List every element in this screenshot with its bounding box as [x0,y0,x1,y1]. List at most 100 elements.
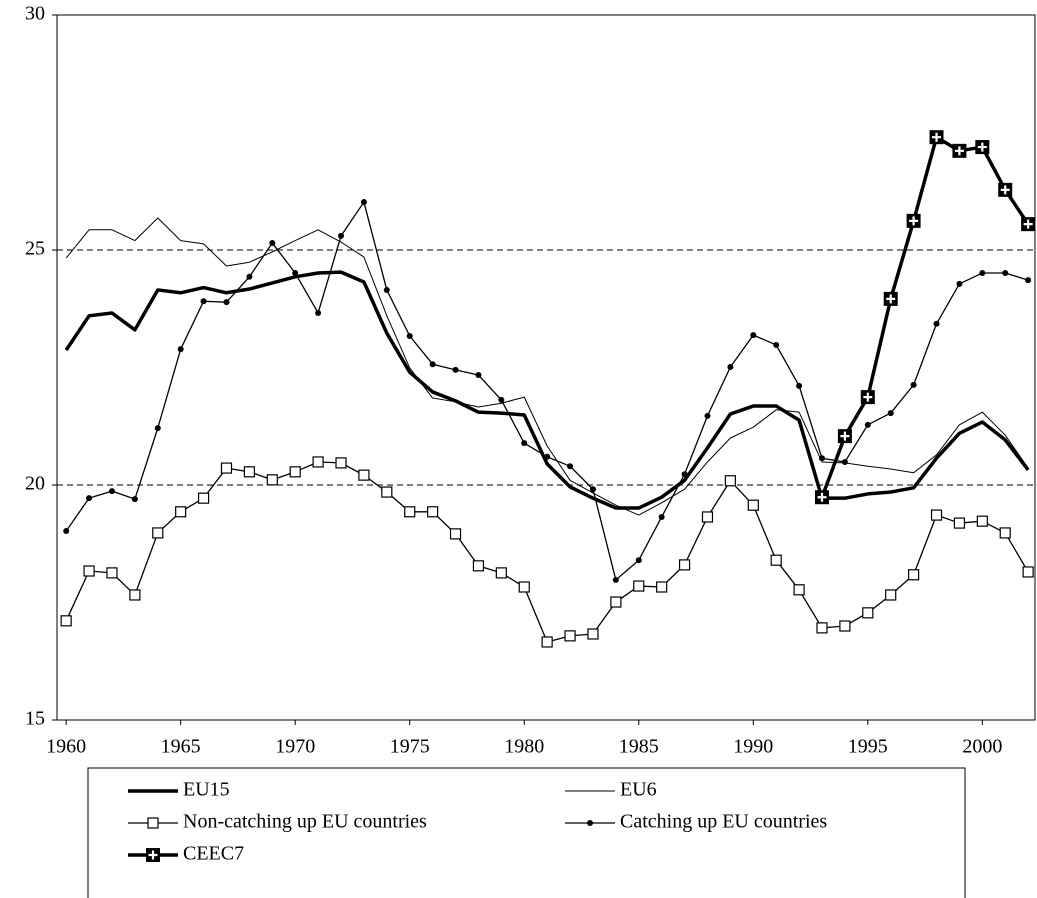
point [816,622,828,634]
x-tick-label: 1960 [46,736,86,758]
point [498,396,505,403]
point [360,199,367,206]
legend-item: Non-catching up EU countries [128,811,427,833]
point [406,333,413,340]
point [814,490,829,505]
point [750,332,757,339]
point [108,488,115,495]
legend-item: EU6 [565,779,657,801]
point [929,130,944,145]
point [475,372,482,379]
point [910,381,917,388]
point [773,341,780,348]
y-tick-label: 30 [25,3,45,25]
point [131,496,138,503]
point [338,232,345,239]
point [449,528,462,540]
point [933,320,940,327]
point [567,463,574,470]
point [472,560,485,572]
point [86,495,93,502]
point [701,511,714,523]
point [1025,277,1032,284]
point-cross [932,132,942,142]
point [315,309,322,316]
legend-marker [147,817,159,829]
point [292,270,299,277]
point [952,143,967,158]
point [312,456,324,468]
point [587,628,599,640]
point [862,607,874,619]
point [793,584,805,596]
point [656,581,668,593]
point [635,557,642,564]
point [727,364,734,371]
point [837,429,852,444]
point-cross [1000,185,1010,195]
point [518,581,530,593]
point [860,390,875,405]
x-tick-label: 2000 [962,736,1002,758]
point-cross [863,392,873,402]
point [612,576,619,583]
point [383,286,390,293]
point [289,466,301,478]
point [1021,217,1036,232]
point [404,506,416,518]
point [358,469,370,481]
point-cross [817,492,827,502]
series-line [65,201,1029,581]
point [976,515,988,527]
point [887,410,894,417]
point [930,509,943,521]
point [269,239,276,246]
point [521,440,528,447]
point [678,559,691,571]
point-cross [886,294,896,304]
point [658,513,665,520]
point [177,346,184,353]
point [724,475,736,487]
plot-frame [56,14,1036,721]
series-line [65,217,1029,516]
point-cross [954,146,964,156]
point [839,620,851,632]
point [452,366,459,373]
point [154,425,161,432]
point [106,567,118,579]
point [818,455,825,462]
point [220,462,233,474]
point [63,528,70,535]
point [908,569,920,581]
x-tick-label: 1990 [733,736,773,758]
point [200,298,207,305]
point [197,492,210,504]
legend-label: EU15 [183,779,230,801]
legend-box [87,767,966,898]
point-cross [909,216,919,226]
point [883,291,898,306]
point [998,182,1013,197]
point-cross [977,142,987,152]
point [999,527,1011,539]
series-line [64,270,1030,510]
point [979,270,986,277]
point [906,213,921,228]
point [152,527,164,539]
point [83,565,95,577]
point [796,382,803,389]
point [589,486,596,493]
point [681,471,688,478]
x-tick-label: 1985 [619,736,659,758]
point-cross [1023,219,1033,229]
legend-item: Catching up EU countries [565,811,827,833]
legend-label: Catching up EU countries [620,811,827,833]
legend-marker-cross [148,850,158,860]
point [541,636,553,648]
legend-label: EU6 [620,779,657,801]
point [633,580,645,592]
point [429,361,436,368]
